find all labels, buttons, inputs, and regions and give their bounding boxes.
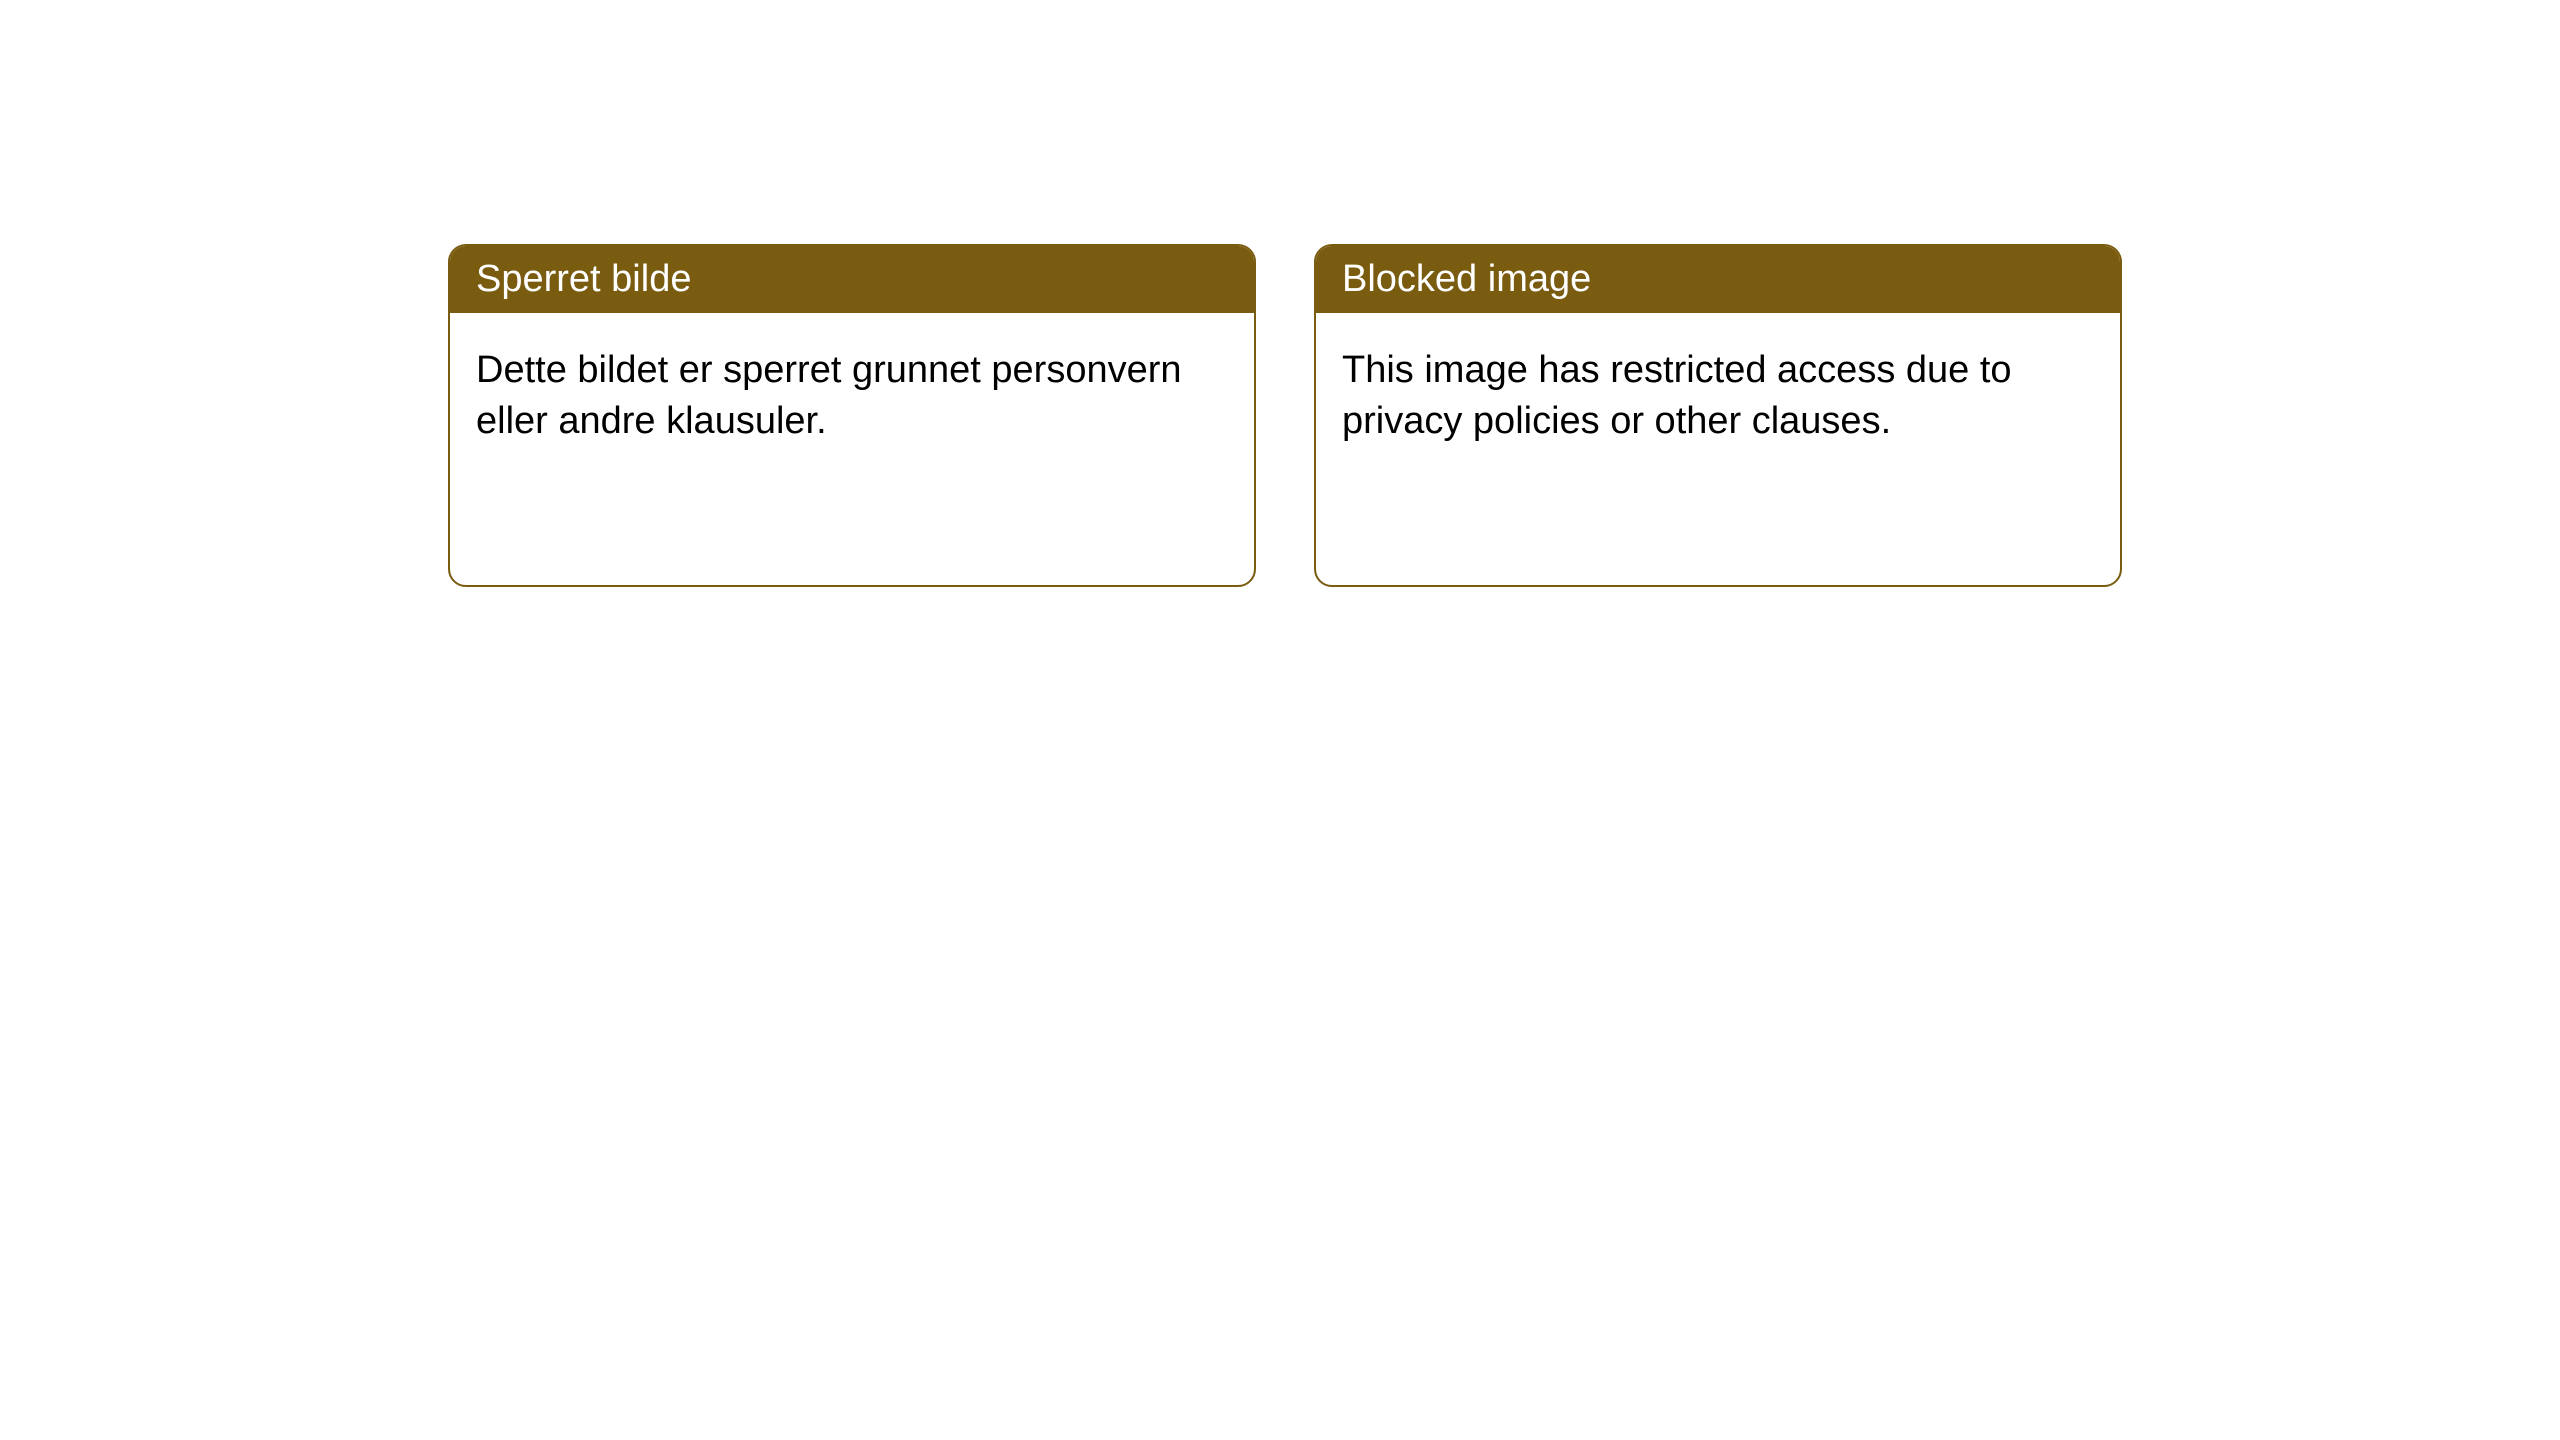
card-header: Sperret bilde [450,246,1254,313]
card-title: Blocked image [1342,258,1591,300]
notice-card-norwegian: Sperret bilde Dette bildet er sperret gr… [448,244,1256,587]
card-body-text: Dette bildet er sperret grunnet personve… [476,349,1182,442]
card-body: Dette bildet er sperret grunnet personve… [450,313,1254,585]
card-body: This image has restricted access due to … [1316,313,2120,585]
card-header: Blocked image [1316,246,2120,313]
notice-container: Sperret bilde Dette bildet er sperret gr… [0,0,2560,587]
notice-card-english: Blocked image This image has restricted … [1314,244,2122,587]
card-title: Sperret bilde [476,258,691,300]
card-body-text: This image has restricted access due to … [1342,349,2012,442]
